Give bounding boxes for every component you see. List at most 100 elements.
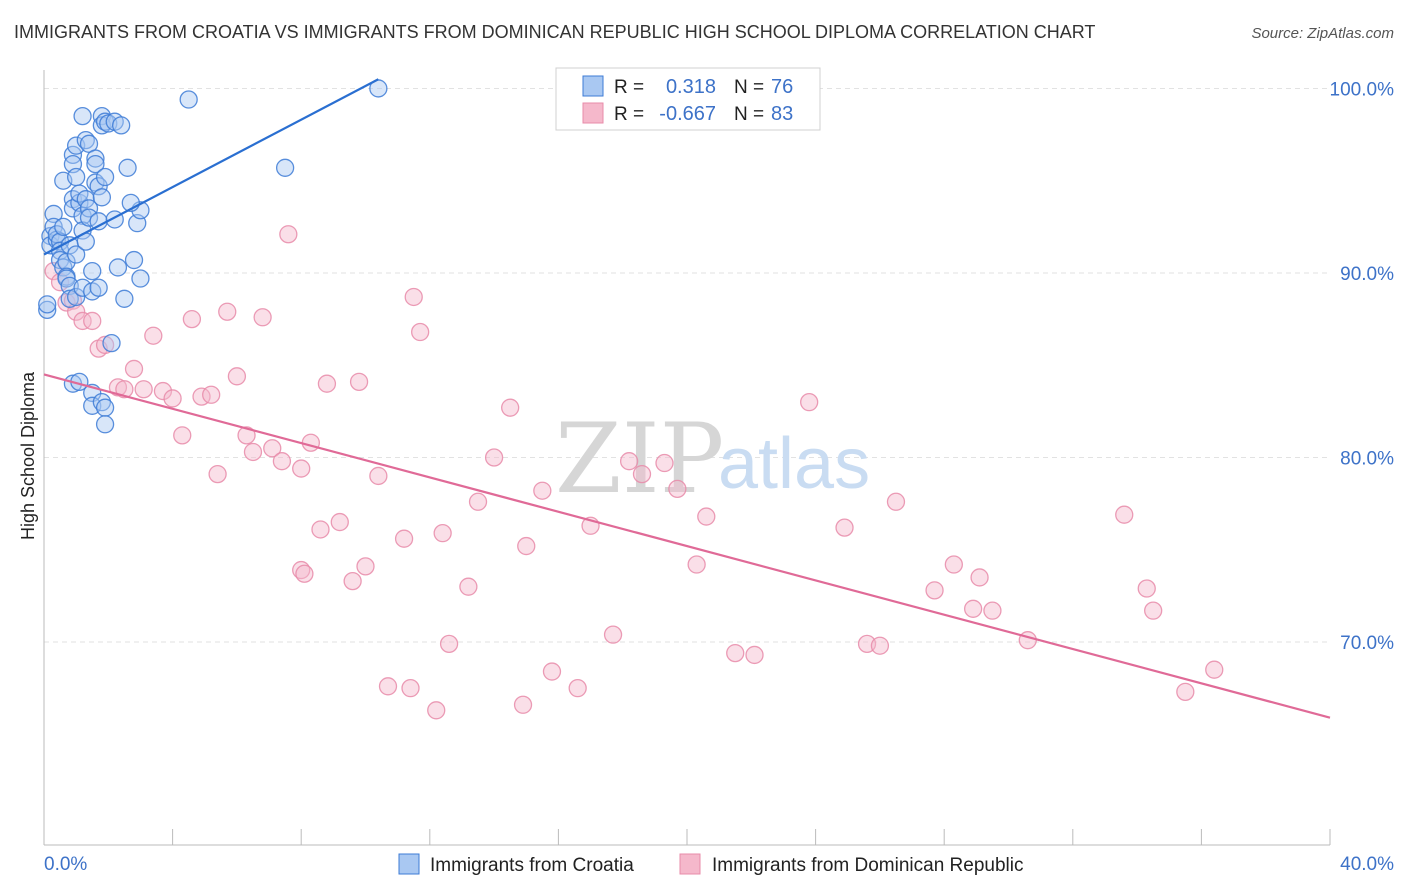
point-croatia-13	[54, 217, 73, 236]
point-dominican-31	[311, 520, 330, 539]
point-dominican-33	[295, 564, 314, 583]
point-croatia-30	[67, 287, 86, 307]
point-croatia-65	[112, 116, 131, 135]
point-dominican-82	[1205, 660, 1224, 679]
point-dominican-12	[134, 380, 153, 399]
point-dominican-16	[173, 426, 192, 445]
point-dominican-9	[108, 378, 128, 397]
point-croatia-66	[115, 289, 134, 308]
point-dominican-58	[603, 625, 623, 644]
point-croatia-58	[95, 398, 115, 417]
point-dominican-81	[1176, 682, 1195, 701]
point-dominican-19	[202, 385, 221, 404]
point-dominican-73	[944, 555, 963, 574]
stats-legend-r-label-dominican: R =	[614, 104, 644, 125]
point-dominican-74	[963, 599, 983, 618]
trendline-dominican	[43, 373, 1331, 719]
point-dominican-28	[279, 225, 298, 244]
stats-legend: R = 0.318 N = 76 R = -0.667 N = 83	[555, 67, 821, 131]
point-dominican-61	[655, 453, 674, 473]
series-legend-swatch-croatia	[398, 853, 420, 875]
point-dominican-76	[983, 601, 1002, 620]
x-tick-label-max: 40.0%	[1340, 854, 1394, 875]
point-dominican-42	[401, 679, 420, 698]
point-dominican-45	[427, 701, 446, 720]
point-dominican-70	[870, 636, 890, 655]
series-dominican-republic	[44, 225, 1224, 720]
point-dominican-55	[542, 662, 562, 681]
point-dominican-38	[356, 557, 375, 576]
stats-legend-n-value-croatia: 76	[771, 76, 793, 98]
point-dominican-78	[1115, 505, 1134, 524]
stats-legend-n-value-dominican: 83	[771, 103, 793, 125]
point-dominican-47	[439, 634, 459, 654]
point-croatia-50	[89, 212, 108, 231]
point-dominican-5	[73, 311, 92, 331]
point-dominican-43	[404, 287, 423, 307]
point-croatia-32	[73, 106, 92, 126]
stats-legend-r-label-croatia: R =	[614, 77, 644, 98]
point-dominican-40	[378, 677, 398, 696]
point-croatia-54	[92, 188, 112, 207]
point-croatia-59	[95, 415, 115, 434]
point-dominican-27	[272, 452, 292, 471]
point-croatia-49	[89, 177, 108, 196]
point-dominican-41	[394, 529, 414, 548]
point-croatia-73	[179, 90, 198, 109]
point-dominican-54	[533, 481, 552, 500]
watermark-atlas: atlas	[718, 424, 870, 504]
point-dominican-36	[343, 571, 362, 591]
stats-legend-n-label-dominican: N =	[734, 104, 764, 125]
point-dominican-13	[144, 326, 163, 345]
point-dominican-21	[218, 302, 237, 321]
point-dominican-64	[697, 507, 716, 526]
point-croatia-1	[38, 295, 57, 314]
x-tick-label-min: 0.0%	[44, 854, 87, 875]
point-dominican-52	[513, 695, 533, 714]
point-dominican-49	[468, 492, 488, 511]
point-dominican-11	[124, 359, 144, 379]
series-legend: Immigrants from Croatia Immigrants from …	[398, 853, 1024, 876]
point-dominican-59	[619, 452, 639, 471]
y-axis-label: High School Diploma	[18, 371, 38, 540]
point-croatia-40	[79, 199, 99, 218]
point-dominican-29	[292, 459, 311, 478]
point-dominican-15	[163, 389, 182, 408]
point-dominican-79	[1137, 579, 1156, 598]
point-dominican-65	[726, 643, 745, 663]
point-dominican-50	[484, 448, 504, 467]
point-dominican-63	[687, 555, 706, 574]
point-dominican-24	[243, 442, 263, 462]
point-dominican-75	[970, 568, 989, 587]
point-dominican-8	[95, 335, 115, 355]
point-dominican-53	[517, 536, 536, 556]
point-dominican-72	[925, 581, 944, 600]
point-dominican-14	[153, 381, 173, 401]
point-dominican-71	[886, 492, 906, 511]
point-dominican-80	[1144, 601, 1163, 620]
point-dominican-67	[800, 392, 819, 412]
series-legend-swatch-dominican	[679, 853, 701, 875]
point-dominican-39	[369, 466, 388, 486]
point-croatia-29	[67, 245, 86, 264]
point-dominican-10	[115, 380, 134, 399]
point-croatia-42	[83, 261, 102, 281]
point-croatia-57	[95, 167, 115, 187]
point-dominican-62	[668, 479, 687, 499]
point-croatia-51	[89, 278, 108, 297]
gridlines	[44, 87, 1330, 643]
point-croatia-4	[44, 204, 63, 224]
trendlines	[43, 78, 1331, 719]
point-croatia-74	[275, 158, 295, 177]
point-dominican-35	[330, 512, 349, 532]
point-croatia-55	[92, 392, 112, 412]
point-croatia-67	[118, 158, 137, 177]
point-dominican-48	[459, 577, 478, 596]
point-croatia-71	[131, 269, 150, 288]
point-dominican-46	[433, 524, 452, 543]
y-tick-label-90: 90.0%	[1340, 264, 1394, 285]
x-axis-ticks	[43, 829, 1331, 845]
point-dominican-66	[745, 645, 764, 665]
point-croatia-68	[124, 250, 144, 270]
